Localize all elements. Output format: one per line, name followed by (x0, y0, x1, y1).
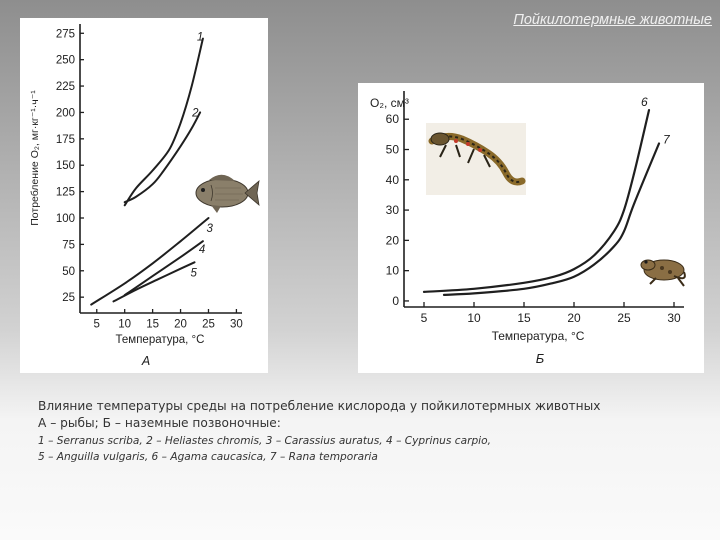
panel-label: А (141, 354, 150, 368)
series-label-6: 6 (641, 95, 648, 109)
x-tick-label: 10 (467, 311, 481, 325)
figure-caption: Влияние температуры среды на потребление… (38, 398, 698, 465)
x-tick-label: 25 (202, 319, 215, 331)
series-line-7 (442, 142, 661, 296)
fish-illustration (189, 163, 260, 223)
x-tick-label: 10 (118, 319, 131, 331)
caption-panels-legend: А – рыбы; Б – наземные позвоночные: (38, 416, 281, 430)
x-tick-label: 5 (421, 311, 428, 325)
series-label-5: 5 (191, 267, 198, 279)
y-tick-label: 250 (56, 55, 75, 67)
x-tick-label: 5 (94, 319, 100, 331)
series-label-7: 7 (663, 132, 671, 146)
series-line-6 (422, 109, 651, 293)
series-label-3: 3 (206, 223, 213, 235)
x-tick-label: 25 (617, 311, 631, 325)
x-tick-label: 30 (230, 319, 243, 331)
series-line-3 (90, 217, 210, 306)
series-label-1: 1 (197, 32, 203, 44)
series-label-4: 4 (199, 244, 205, 256)
y-tick-label: 40 (386, 173, 400, 187)
y-tick-label: 175 (56, 134, 75, 146)
y-axis-label: Потребление О₂, мг·кг⁻¹·ч⁻¹ (29, 90, 41, 226)
y-tick-label: 100 (56, 213, 75, 225)
series-line-4 (123, 240, 204, 297)
caption-species-line-1: 1 – Serranus scriba, 2 – Heliastes chrom… (38, 435, 491, 447)
caption-species-line-2: 5 – Anguilla vulgaris, 6 – Agama caucasi… (38, 451, 378, 463)
series-line-2 (123, 111, 202, 204)
y-tick-label: 50 (62, 266, 75, 278)
series-line-5 (112, 261, 196, 303)
chart-terrestrial-oxygen: 0 10 20 30 40 50 60 5 10 15 20 25 30 Температура, °С О… (370, 91, 696, 366)
y-tick-label: 50 (386, 143, 400, 157)
series-line-1 (123, 37, 204, 207)
y-tick-label: 75 (62, 239, 75, 251)
x-tick-label: 20 (567, 311, 581, 325)
y-tick-label: 0 (392, 294, 399, 308)
y-tick-label: 30 (386, 203, 400, 217)
panel-label: Б (536, 351, 545, 366)
slide-title[interactable]: Пойкилотермные животные (513, 12, 712, 28)
y-tick-label: 225 (56, 81, 75, 93)
y-tick-label: 20 (386, 233, 400, 247)
x-tick-label: 15 (146, 319, 159, 331)
x-axis-label: Температура, °С (116, 334, 205, 346)
x-tick-label: 15 (517, 311, 531, 325)
y-tick-label: 125 (56, 187, 75, 199)
y-tick-label: 150 (56, 160, 75, 172)
y-tick-label: 10 (386, 264, 400, 278)
caption-title: Влияние температуры среды на потребление… (38, 399, 601, 413)
y-tick-label: 200 (56, 107, 75, 119)
y-axis-label: О₂, см³ (370, 96, 409, 110)
series-label-2: 2 (191, 107, 199, 119)
x-tick-label: 20 (174, 319, 187, 331)
y-tick-label: 25 (62, 292, 75, 304)
x-axis-label: Температура, °С (492, 329, 585, 343)
y-tick-label: 275 (56, 28, 75, 40)
y-tick-label: 60 (386, 112, 400, 126)
chart-panel-fish: 25 50 75 100 125 150 175 200 225 250 275 5 10 15 20 25 3… (20, 18, 268, 373)
agama-illustration (426, 123, 526, 195)
chart-panel-terrestrial: 0 10 20 30 40 50 60 5 10 15 20 25 30 Температура, °С О… (358, 83, 704, 373)
frog-illustration (634, 248, 696, 290)
x-tick-label: 30 (667, 311, 681, 325)
